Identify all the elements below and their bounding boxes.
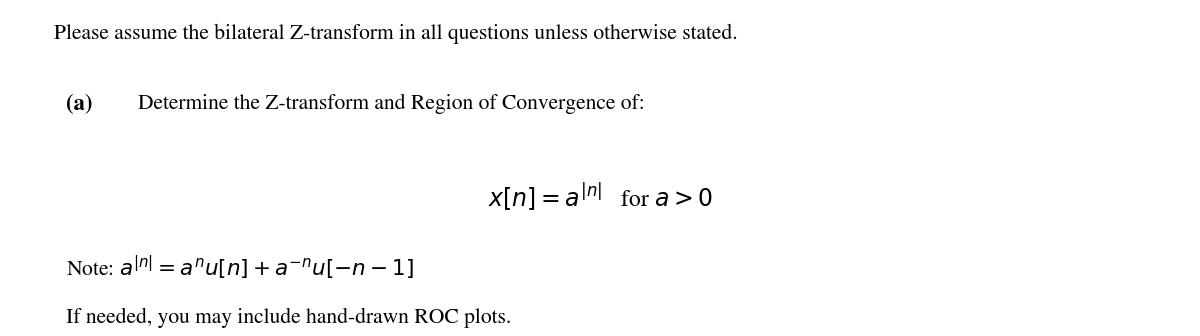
Text: Please assume the bilateral Z-transform in all questions unless otherwise stated: Please assume the bilateral Z-transform … [54,24,738,44]
Text: (a): (a) [66,94,92,115]
Text: Note: $a^{|n|} = a^n u[n] + a^{-n}u[-n-1]$: Note: $a^{|n|} = a^n u[n] + a^{-n}u[-n-1… [66,254,414,282]
Text: Determine the Z-transform and Region of Convergence of:: Determine the Z-transform and Region of … [138,94,644,114]
Text: If needed, you may include hand-drawn ROC plots.: If needed, you may include hand-drawn RO… [66,307,511,328]
Text: $x[n] = a^{|n|}$   for $a > 0$: $x[n] = a^{|n|}$ for $a > 0$ [487,181,713,214]
